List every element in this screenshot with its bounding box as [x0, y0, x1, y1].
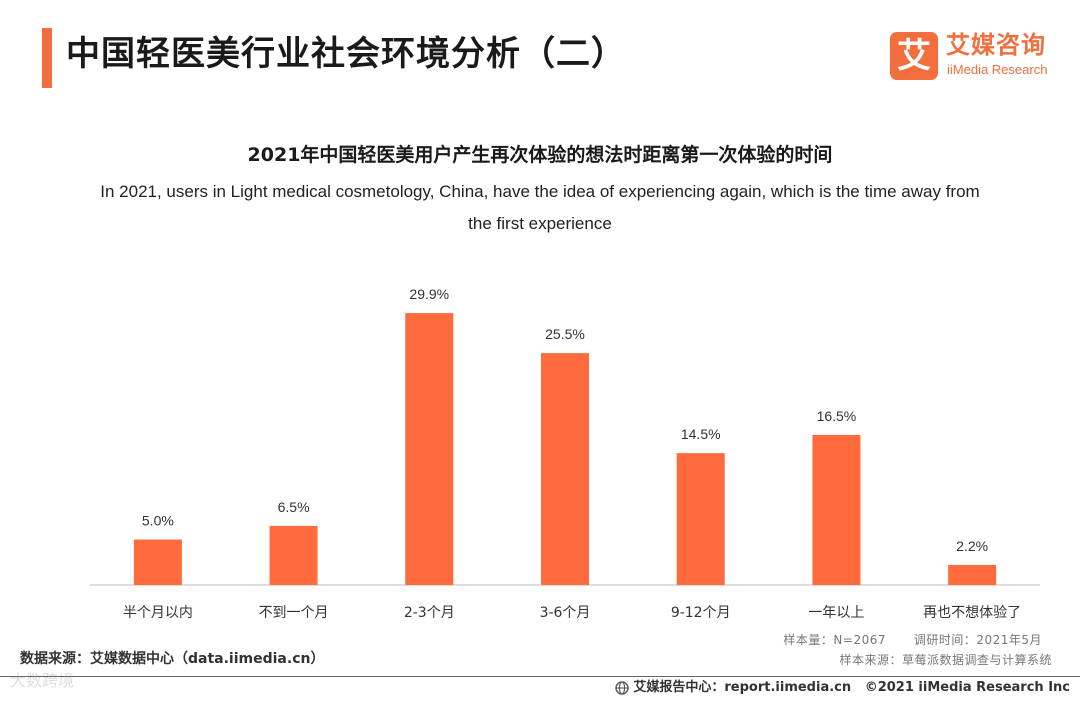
globe-icon: [615, 681, 630, 695]
footer-divider: [0, 676, 1080, 677]
page-title: 中国轻医美行业社会环境分析（二）: [66, 34, 626, 74]
bar-4: [676, 453, 725, 585]
x-tick-label-0: 半个月以内: [123, 605, 193, 621]
footer: 艾媒报告中心：report.iimedia.cn ©2021 iiMedia R…: [615, 679, 1070, 698]
x-tick-label-3: 3-6个月: [540, 605, 591, 621]
bar-6: [948, 564, 997, 585]
bar-3: [541, 353, 589, 585]
x-tick-label-5: 一年以上: [808, 605, 864, 621]
bar-chart: 5.0% 半个月以内 6.5% 不到一个月 29.9% 2-3个月 25.5% 3-6个月 14…: [90, 286, 1040, 621]
brand-logo-icon: 艾: [890, 32, 938, 80]
footer-report-center[interactable]: 艾媒报告中心：report.iimedia.cn: [633, 680, 852, 695]
data-label-5: 16.5%: [817, 408, 857, 424]
footer-copyright: ©2021 iiMedia Research Inc: [864, 680, 1070, 695]
title-accent-bar: [42, 28, 52, 88]
data-label-1: 6.5%: [278, 499, 310, 515]
brand-name-en: iiMedia Research: [947, 62, 1048, 77]
chart-title: 2021年中国轻医美用户产生再次体验的想法时距离第一次体验的时间: [247, 144, 833, 166]
bar-0: [133, 539, 182, 585]
data-label-4: 14.5%: [681, 426, 721, 442]
chart-subtitle: In 2021, users in Light medical cosmetol…: [100, 182, 980, 233]
x-tick-label-6: 再也不想体验了: [923, 605, 1021, 621]
sample-source-note: 样本来源：草莓派数据调查与计算系统: [839, 653, 1052, 667]
data-label-6: 2.2%: [956, 538, 988, 554]
sample-size-note: 样本量：N=2067: [783, 633, 886, 647]
brand-logo: 艾 艾媒咨询 iiMedia Research: [890, 31, 1060, 84]
data-source: 数据来源：艾媒数据中心（data.iimedia.cn）: [20, 651, 325, 667]
survey-time-note: 调研时间：2021年5月: [913, 633, 1042, 647]
data-label-3: 25.5%: [545, 326, 585, 342]
bar-1: [269, 525, 318, 585]
data-label-0: 5.0%: [142, 513, 174, 529]
x-tick-label-4: 9-12个月: [671, 605, 731, 621]
data-label-2: 29.9%: [409, 286, 449, 302]
x-tick-label-2: 2-3个月: [404, 605, 455, 621]
bar-5: [812, 434, 861, 585]
watermark: 大数跨境: [10, 671, 75, 690]
bar-2: [405, 313, 454, 585]
brand-name-cn: 艾媒咨询: [946, 31, 1046, 59]
x-tick-label-1: 不到一个月: [259, 605, 329, 621]
